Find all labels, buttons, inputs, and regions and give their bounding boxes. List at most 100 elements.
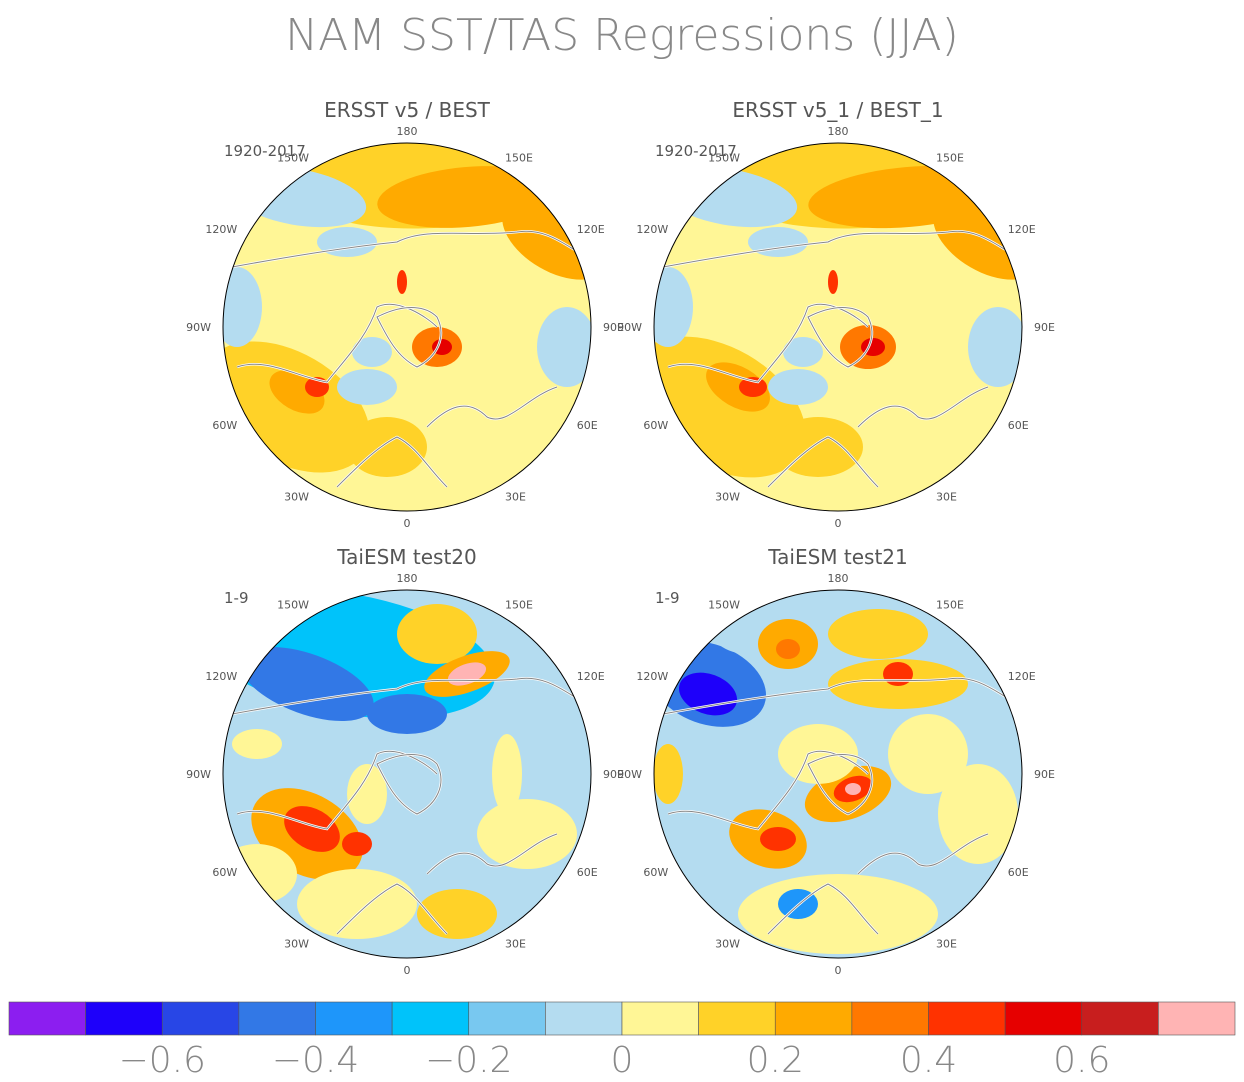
panel-title: ERSST v5 / BEST xyxy=(324,98,491,122)
anomaly-region xyxy=(828,270,838,294)
anomaly-region xyxy=(738,874,938,954)
map-panel-ersst-v5-1-best-1: ERSST v5_1 / BEST_1 1920-2017 180 150E 120E 9… xyxy=(617,98,1055,530)
colorbar-segment xyxy=(698,1001,776,1036)
longitude-label: 120E xyxy=(577,223,605,236)
longitude-label: 150W xyxy=(277,151,309,164)
coastline xyxy=(807,754,873,815)
longitude-label: 120E xyxy=(577,670,605,683)
longitude-label: 30E xyxy=(505,491,526,504)
anomaly-region xyxy=(397,270,407,294)
anomaly-region xyxy=(938,764,1018,864)
coastline xyxy=(857,386,989,428)
longitude-label: 30E xyxy=(936,491,957,504)
longitude-label: 120W xyxy=(636,670,668,683)
longitude-label: 60E xyxy=(577,866,598,879)
colorbar-segment xyxy=(774,1001,853,1036)
longitude-label: 120W xyxy=(205,223,237,236)
longitude-label: 180 xyxy=(828,572,849,585)
anomaly-region xyxy=(317,227,377,257)
map-panel-ersst-v5-best: ERSST v5 / BEST 1920-2017 180 150E 120E 90E 60… xyxy=(186,98,624,530)
colorbar-segment xyxy=(621,1001,699,1036)
anomaly-region xyxy=(778,724,858,784)
coastline xyxy=(662,677,1019,715)
colorbar-segment xyxy=(468,1001,546,1036)
map-boundary xyxy=(222,589,592,959)
anomaly-region xyxy=(739,377,767,397)
colorbar-segment xyxy=(8,1001,86,1036)
longitude-label: 60E xyxy=(1008,866,1029,879)
anomaly-region xyxy=(347,764,387,824)
longitude-label: 120E xyxy=(1008,670,1036,683)
anomaly-region xyxy=(768,369,828,405)
colorbar-segment xyxy=(851,1001,929,1036)
longitude-label: 30W xyxy=(284,491,309,504)
longitude-label: 0 xyxy=(835,517,842,530)
panel-title: ERSST v5_1 / BEST_1 xyxy=(732,98,943,122)
coastline xyxy=(662,230,1019,268)
anomaly-region xyxy=(845,783,861,795)
panel-period: 1920-2017 xyxy=(655,142,737,160)
colorbar-tick-label: 0.2 xyxy=(747,1040,804,1081)
longitude-label: 60E xyxy=(1008,419,1029,432)
map-boundary xyxy=(653,589,1023,959)
anomaly-region xyxy=(367,694,447,734)
panel-period: 1-9 xyxy=(224,589,249,607)
longitude-label: 150W xyxy=(708,598,740,611)
colorbar-segment xyxy=(161,1001,240,1036)
anomaly-region xyxy=(828,609,928,659)
colorbar-tick-label: −0.2 xyxy=(425,1040,512,1081)
map-panels: ERSST v5 / BEST 1920-2017 180 150E 120E 90E 60… xyxy=(186,98,1055,977)
anomaly-region xyxy=(432,339,452,355)
longitude-label: 90W xyxy=(186,768,211,781)
longitude-label: 60E xyxy=(577,419,598,432)
longitude-label: 120W xyxy=(636,223,668,236)
map-boundary xyxy=(222,142,592,512)
colorbar-segment xyxy=(1158,1001,1236,1036)
colorbar-segment xyxy=(85,1001,163,1036)
longitude-label: 180 xyxy=(828,125,849,138)
anomaly-region xyxy=(223,267,262,347)
longitude-label: 90E xyxy=(603,321,624,334)
anomaly-region xyxy=(888,714,968,794)
anomaly-region xyxy=(760,827,796,851)
longitude-label: 120W xyxy=(205,670,237,683)
anomaly-region xyxy=(654,267,693,347)
longitude-label: 30W xyxy=(715,491,740,504)
panel-title: TaiESM test20 xyxy=(336,545,477,569)
longitude-label: 150E xyxy=(936,598,964,611)
longitude-label: 150W xyxy=(277,598,309,611)
figure-title: NAM SST/TAS Regressions (JJA) xyxy=(285,10,959,61)
anomaly-region xyxy=(776,639,800,659)
anomaly-region xyxy=(417,889,497,939)
coastline xyxy=(231,230,588,268)
colorbar-segment xyxy=(238,1001,316,1036)
colorbar-tick-label: 0 xyxy=(611,1040,634,1081)
anomaly-region xyxy=(232,729,282,759)
coastline xyxy=(231,677,588,715)
anomaly-region xyxy=(748,227,808,257)
map-boundary xyxy=(653,142,1023,512)
panel-period: 1-9 xyxy=(655,589,680,607)
longitude-label: 150W xyxy=(708,151,740,164)
longitude-label: 150E xyxy=(936,151,964,164)
longitude-label: 30W xyxy=(284,938,309,951)
coastline xyxy=(426,833,558,875)
anomaly-region xyxy=(240,647,374,721)
map-panel-taiesm-test21: TaiESM test21 1-9 180 150E 120E 90E 60E 30E 0 30W… xyxy=(617,545,1055,977)
longitude-label: 0 xyxy=(404,517,411,530)
anomaly-region xyxy=(284,806,340,852)
anomaly-region xyxy=(706,362,770,412)
colorbar-tick-label: 0.4 xyxy=(900,1040,957,1081)
coastline xyxy=(767,883,879,935)
colorbar-tick-label: 0.6 xyxy=(1053,1040,1110,1081)
longitude-label: 150E xyxy=(505,598,533,611)
anomaly-region xyxy=(537,307,591,387)
coastline xyxy=(807,307,873,368)
longitude-label: 180 xyxy=(397,125,418,138)
anomaly-region xyxy=(477,799,577,869)
polar-map xyxy=(223,590,591,958)
longitude-label: 90W xyxy=(617,768,642,781)
longitude-label: 30E xyxy=(505,938,526,951)
polar-map xyxy=(654,590,1022,958)
anomaly-region xyxy=(352,337,392,367)
